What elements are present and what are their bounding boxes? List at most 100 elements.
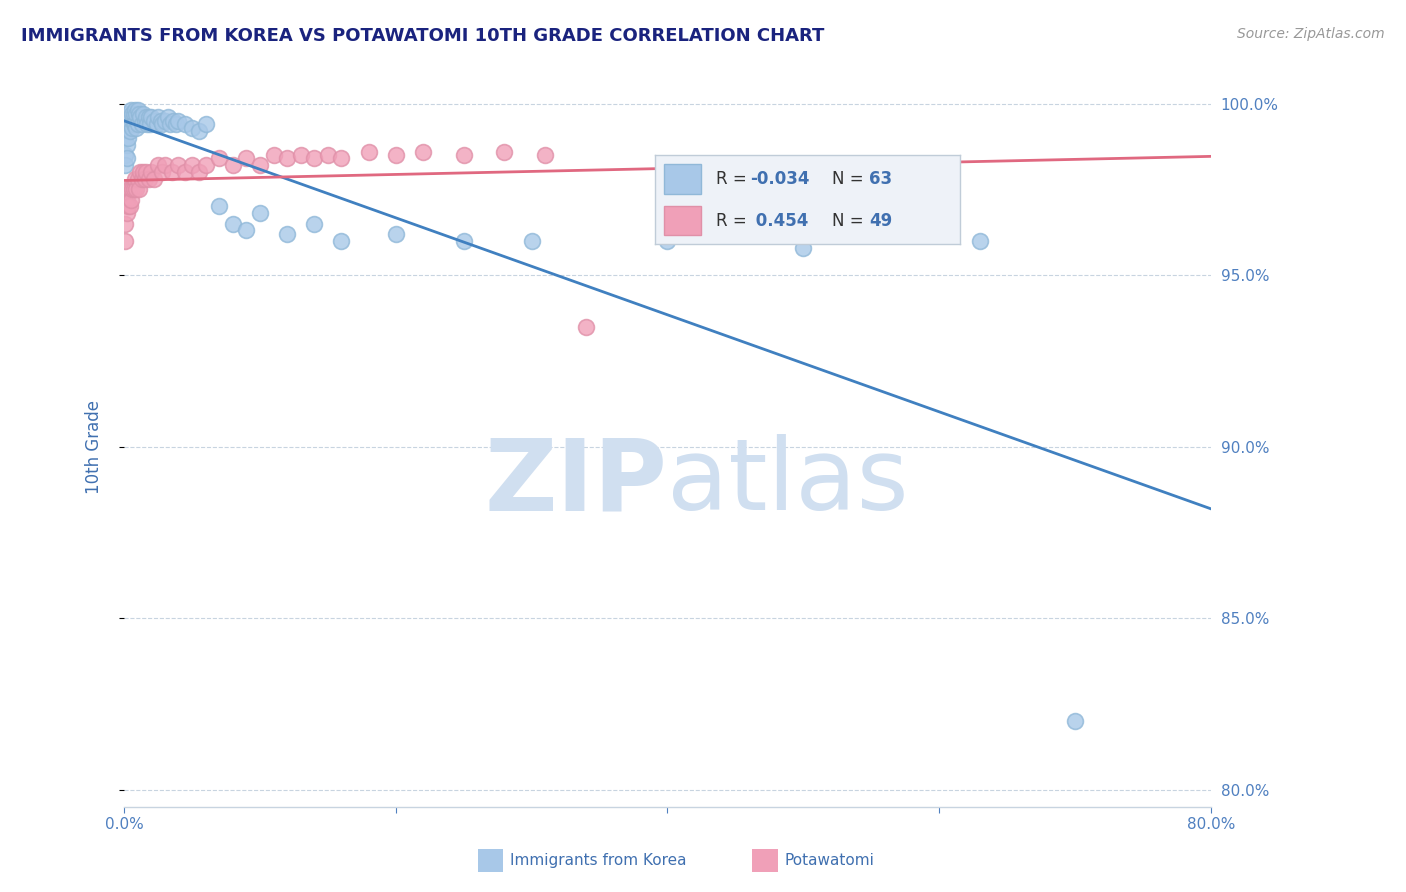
Point [125,182,148,196]
Point [304,217,326,231]
Point [118,110,141,124]
Point [153,158,176,172]
Point [357,145,380,159]
Point [150,165,173,179]
Point [121,120,143,135]
Point [187,124,209,138]
Point [235,223,257,237]
Text: IMMIGRANTS FROM KOREA VS POTAWATOMI 10TH GRADE CORRELATION CHART: IMMIGRANTS FROM KOREA VS POTAWATOMI 10TH… [21,27,824,45]
Point [153,113,176,128]
Point [181,120,204,135]
Point [167,113,190,128]
Point [132,165,155,179]
Point [128,107,150,121]
Point [118,124,141,138]
Point [117,199,139,213]
Point [138,110,160,124]
Point [575,319,598,334]
Point [330,152,353,166]
Point [187,165,209,179]
Text: -0.034: -0.034 [749,169,810,188]
FancyBboxPatch shape [665,164,702,194]
Point [146,158,169,172]
Point [121,107,143,121]
Point [114,148,136,162]
Point [118,199,141,213]
Text: Immigrants from Korea: Immigrants from Korea [510,854,688,868]
Point [115,137,138,152]
Text: Potawatomi: Potawatomi [785,854,875,868]
Point [127,117,149,131]
Point [115,193,138,207]
Point [412,145,434,159]
Point [276,152,298,166]
Point [127,172,149,186]
Point [167,158,190,172]
Point [125,107,148,121]
Point [181,158,204,172]
Text: N =: N = [832,211,869,230]
Point [115,206,138,220]
Point [146,110,169,124]
Point [124,172,146,186]
Point [127,103,149,118]
FancyBboxPatch shape [665,206,702,235]
Point [160,165,183,179]
Point [520,234,543,248]
Point [129,110,152,124]
Point [128,182,150,196]
Point [124,103,146,118]
Point [115,110,138,124]
Point [135,165,157,179]
Point [117,131,139,145]
Point [657,234,679,248]
Point [194,117,217,131]
Point [222,158,245,172]
Point [792,241,814,255]
Point [276,227,298,241]
Point [143,113,166,128]
Point [385,148,408,162]
Point [122,182,145,196]
Y-axis label: 10th Grade: 10th Grade [86,400,103,493]
Point [143,172,166,186]
Point [235,152,257,166]
Point [134,113,156,128]
Point [114,217,136,231]
Point [385,227,408,241]
Text: R =: R = [716,169,752,188]
Point [117,117,139,131]
Point [156,110,179,124]
Text: N =: N = [832,169,869,188]
Point [141,165,163,179]
Point [150,117,173,131]
Point [131,172,153,186]
Point [118,182,141,196]
Point [149,113,172,128]
Point [114,158,136,172]
Point [132,107,155,121]
Text: atlas: atlas [668,434,910,532]
Point [115,152,138,166]
Point [117,182,139,196]
Point [145,117,167,131]
Point [330,234,353,248]
Point [120,193,142,207]
Point [316,148,339,162]
Point [162,113,184,128]
Point [453,148,475,162]
Point [122,117,145,131]
Point [208,152,231,166]
Point [115,120,138,135]
Point [122,107,145,121]
Point [249,158,271,172]
Point [125,120,148,135]
Point [117,107,139,121]
Point [249,206,271,220]
Text: 0.454: 0.454 [749,211,808,230]
Point [120,103,142,118]
Point [165,117,187,131]
Point [135,110,157,124]
Point [174,117,197,131]
Point [124,117,146,131]
